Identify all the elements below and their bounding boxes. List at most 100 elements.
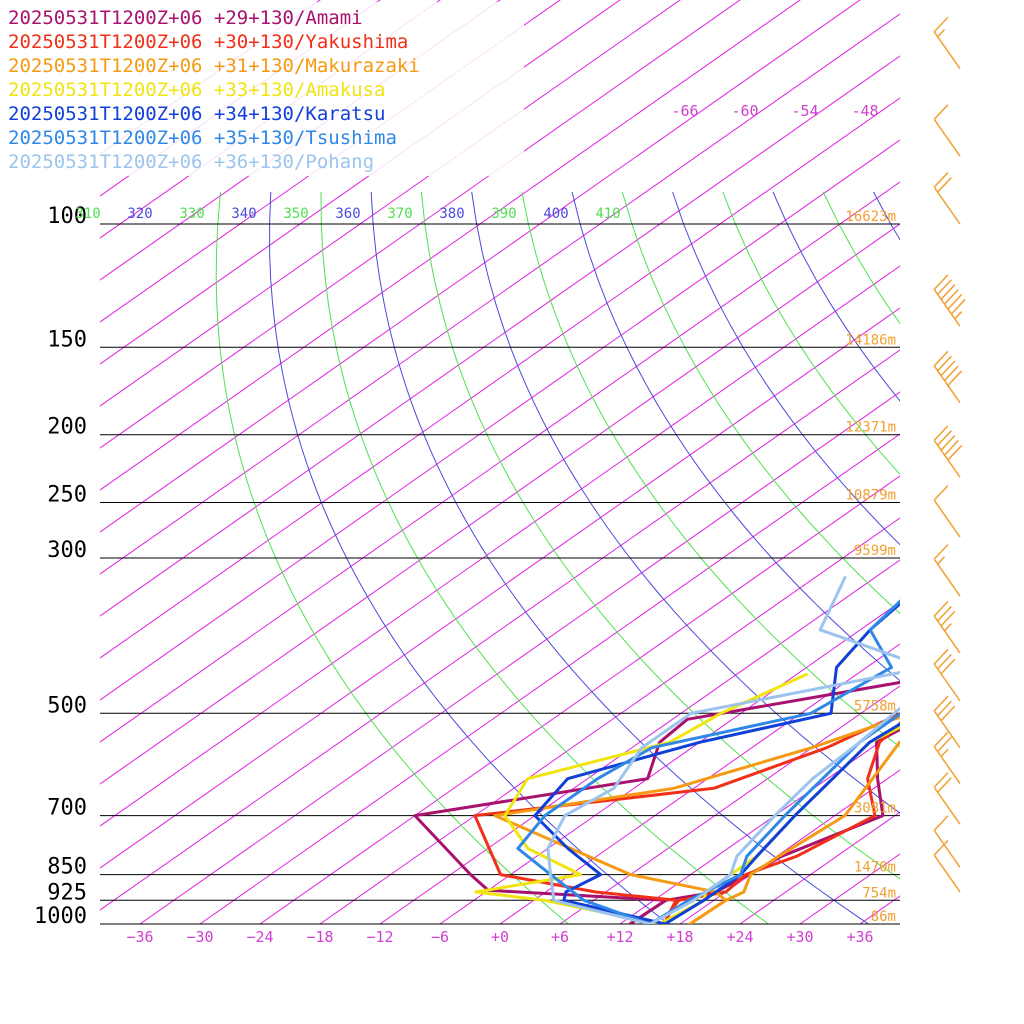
legend-entry: 20250531T1200Z+06 +29+130/Amami <box>8 7 363 29</box>
theta-lines <box>215 191 900 924</box>
isotherm-line <box>100 265 900 827</box>
temperature-tick-label: +24 <box>726 928 753 946</box>
theta-label: 330 <box>179 206 204 222</box>
wind-barb <box>933 16 961 70</box>
isotherm-line <box>559 685 900 924</box>
temperature-tick-label: +36 <box>846 928 873 946</box>
dewpoint-profile <box>474 672 808 924</box>
theta-label: 320 <box>127 206 152 222</box>
legend-entry: 20250531T1200Z+06 +30+130/Yakushima <box>8 31 408 53</box>
isotherm-line <box>100 139 900 701</box>
temperature-profile <box>663 722 900 924</box>
temperature-tick-label: −24 <box>246 928 273 946</box>
wind-barb <box>933 731 961 784</box>
temperature-tick-label: −36 <box>126 928 153 946</box>
pressure-label: 200 <box>47 415 87 440</box>
dewpoint-profile <box>413 680 900 924</box>
isotherm-line <box>139 391 900 924</box>
dewpoint-profile <box>546 576 900 924</box>
legend-background <box>4 2 524 176</box>
temperature-tick-label: +0 <box>491 928 509 946</box>
isotherm-line <box>100 97 900 659</box>
pressure-label: 100 <box>47 204 87 229</box>
dewpoint-profile <box>473 712 900 924</box>
wind-barb <box>933 601 961 654</box>
isotherm-label: -60 <box>731 102 758 120</box>
pressure-label: 925 <box>47 880 87 905</box>
theta-label: 410 <box>595 206 620 222</box>
pressure-label: 700 <box>47 796 87 821</box>
isotherm-line <box>100 0 621 365</box>
pressure-label: 250 <box>47 483 87 508</box>
theta-label: 340 <box>231 206 256 222</box>
height-label: 3081m <box>854 801 896 817</box>
isotherm-line <box>100 0 681 407</box>
wind-barb <box>933 172 961 225</box>
height-label: 5758m <box>854 698 896 714</box>
isotherm-line <box>499 643 900 924</box>
wind-barb <box>933 544 961 597</box>
theta-line <box>471 191 900 814</box>
theta-label: 400 <box>543 206 568 222</box>
theta-line <box>672 191 900 546</box>
isotherm-line <box>100 223 900 785</box>
wind-barb <box>933 274 966 327</box>
temperature-profile <box>648 712 900 924</box>
pressure-label: 500 <box>47 693 87 718</box>
temperature-tick-label: +30 <box>786 928 813 946</box>
theta-label: 350 <box>283 206 308 222</box>
dewpoint-profile <box>516 599 900 924</box>
theta-line <box>621 191 900 615</box>
legend-entry: 20250531T1200Z+06 +33+130/Amakusa <box>8 79 386 101</box>
isotherm-line <box>100 0 741 449</box>
height-label: 10879m <box>845 488 896 504</box>
height-label: 86m <box>871 909 896 925</box>
pressure-label: 1000 <box>34 904 87 929</box>
isotherm-label: -48 <box>851 102 878 120</box>
isotherm-line <box>439 601 900 924</box>
wind-barb <box>933 104 961 157</box>
temperature-tick-label: +12 <box>606 928 633 946</box>
pressure-label: 300 <box>47 538 87 563</box>
isotherm-line <box>100 181 900 743</box>
height-label: 16623m <box>845 209 896 225</box>
theta-label: 360 <box>335 206 360 222</box>
theta-label: 370 <box>387 206 412 222</box>
temperature-tick-label: −18 <box>306 928 333 946</box>
legend-entry: 20250531T1200Z+06 +36+130/Pohang <box>8 151 374 173</box>
wind-barb <box>933 485 961 538</box>
theta-line <box>269 191 669 924</box>
wind-barb <box>933 772 961 825</box>
isotherm-label: -54 <box>791 102 818 120</box>
legend-entry: 20250531T1200Z+06 +35+130/Tsushima <box>8 127 397 149</box>
wind-barb <box>933 815 961 868</box>
pressure-label: 150 <box>47 327 87 352</box>
temperature-tick-label: +18 <box>666 928 693 946</box>
wind-barb <box>933 350 963 404</box>
sounding-profiles <box>413 576 900 924</box>
isotherm-line <box>100 349 900 911</box>
isotherm-line <box>259 475 900 924</box>
legend-entry: 20250531T1200Z+06 +31+130/Makurazaki <box>8 55 420 77</box>
wind-barb <box>933 425 963 478</box>
isotherm-line <box>319 517 900 924</box>
height-label: 12371m <box>845 420 896 436</box>
wind-barb <box>933 648 961 702</box>
legend: 20250531T1200Z+06 +29+130/Amami20250531T… <box>4 2 524 176</box>
height-label: 9599m <box>854 543 896 559</box>
isotherm-line <box>100 0 801 491</box>
temperature-tick-label: −6 <box>431 928 449 946</box>
theta-line <box>571 191 900 682</box>
theta-label: 380 <box>439 206 464 222</box>
wind-barb <box>933 840 961 893</box>
wind-barbs <box>933 16 966 893</box>
dewpoint-profile <box>533 601 900 924</box>
isotherm-line <box>100 307 900 869</box>
theta-line <box>320 191 769 924</box>
pressure-label: 850 <box>47 855 87 880</box>
isotherm-label: -66 <box>671 102 698 120</box>
height-label: 754m <box>862 885 896 901</box>
isotherm-line <box>379 559 900 924</box>
temperature-tick-label: −30 <box>186 928 213 946</box>
